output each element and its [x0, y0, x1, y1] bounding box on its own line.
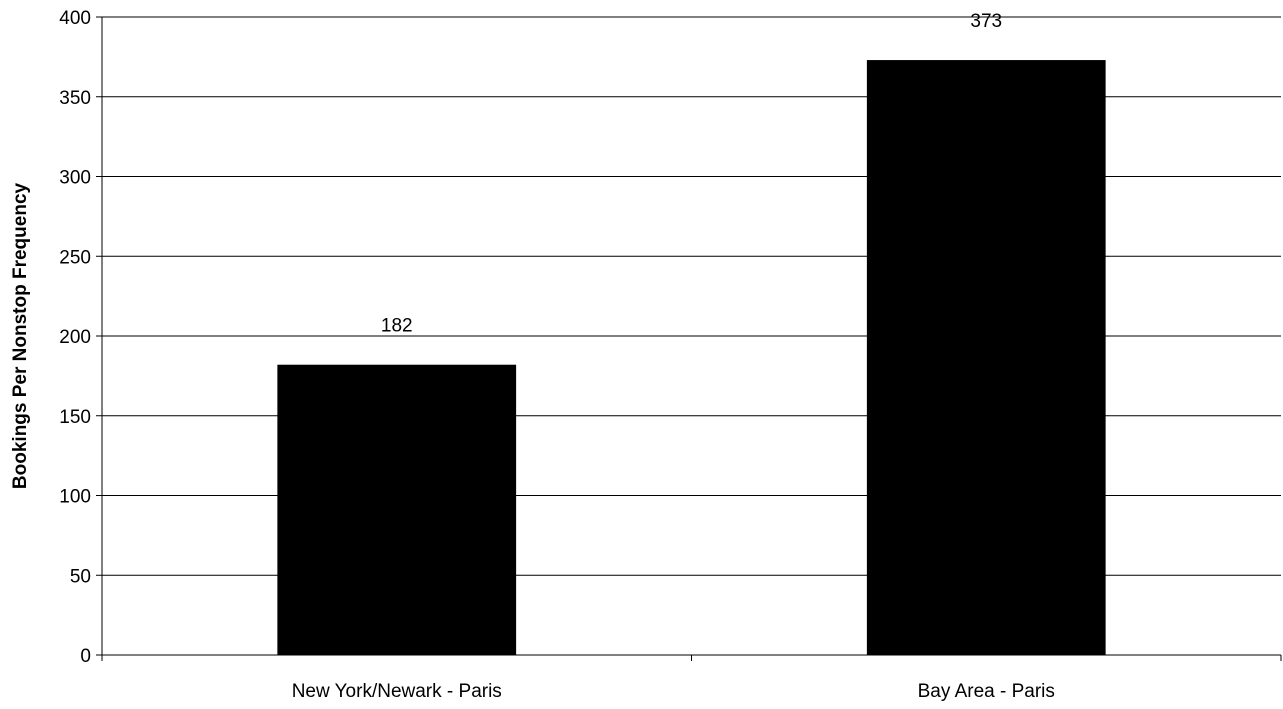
y-tick-label-200: 200 [59, 327, 91, 348]
data-label-1: 182 [381, 316, 413, 337]
y-tick-label-400: 400 [59, 8, 91, 29]
y-tick-label-300: 300 [59, 168, 91, 189]
x-tick-label-1: New York/Newark - Paris [292, 681, 502, 702]
y-axis-label: Bookings Per Nonstop Frequency [10, 182, 31, 490]
y-tick-label-50: 50 [70, 566, 91, 587]
bar-1 [277, 364, 517, 655]
data-label-2: 373 [970, 11, 1002, 32]
y-tick-label-250: 250 [59, 247, 91, 268]
y-tick-label-100: 100 [59, 487, 91, 508]
y-tick-label-150: 150 [59, 407, 91, 428]
y-tick-label-350: 350 [59, 88, 91, 109]
bar-2 [866, 60, 1106, 655]
y-tick-label-0: 0 [80, 646, 91, 667]
x-tick-label-2: Bay Area - Paris [918, 681, 1055, 702]
